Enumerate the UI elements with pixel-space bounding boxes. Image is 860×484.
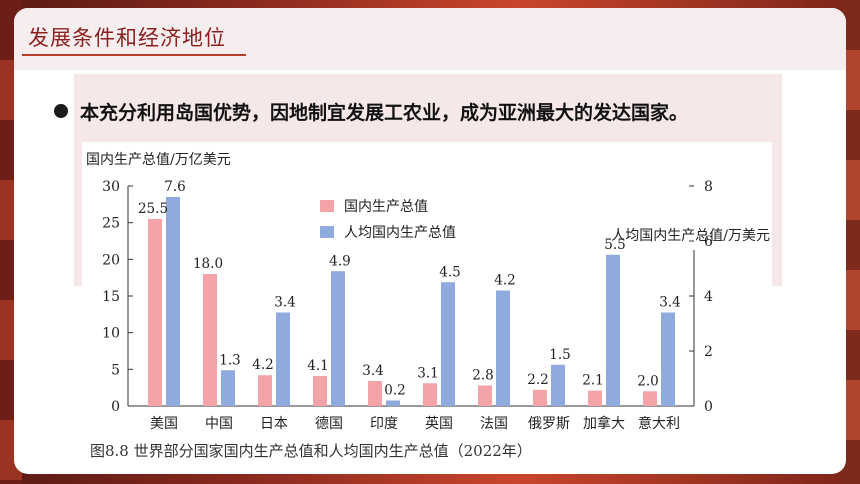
per-capita-bar: [441, 282, 455, 406]
per-capita-data-label: 0.2: [384, 383, 405, 399]
per-capita-data-label: 4.9: [329, 253, 350, 269]
per-capita-data-label: 1.3: [219, 352, 240, 368]
x-tick-label: 俄罗斯: [528, 416, 570, 432]
per-capita-data-label: 4.2: [494, 273, 515, 289]
legend-swatch-per-capita: [320, 226, 334, 238]
per-capita-data-label: 5.5: [604, 237, 625, 253]
right-axis-tick-label: 4: [704, 289, 713, 305]
x-tick-label: 美国: [150, 416, 178, 432]
gdp-data-label: 2.8: [472, 367, 493, 383]
right-axis-tick-label: 6: [704, 234, 713, 250]
right-axis-label: 人均国内生产总值/万美元: [611, 228, 770, 244]
x-tick-label: 英国: [425, 415, 453, 432]
left-axis-label: 国内生产总值/万亿美元: [86, 152, 231, 168]
gdp-data-label: 2.0: [637, 373, 658, 389]
per-capita-data-label: 3.4: [659, 295, 680, 311]
per-capita-bar: [496, 290, 510, 406]
legend-label-gdp: 国内生产总值: [344, 199, 428, 215]
right-axis-tick-label: 0: [704, 399, 713, 415]
left-axis-tick-label: 0: [111, 399, 120, 415]
gdp-bar: [148, 219, 162, 406]
right-axis-tick-label: 2: [704, 344, 713, 360]
gdp-bar: [643, 391, 657, 406]
x-tick-label: 意大利: [638, 415, 680, 432]
per-capita-bar: [386, 400, 400, 406]
slide-card: 发展条件和经济地位 本充分利用岛国优势，因地制宜发展工农业，成为亚洲最大的发达国…: [14, 8, 846, 474]
per-capita-bar: [331, 271, 345, 406]
gdp-data-label: 4.1: [307, 358, 328, 374]
per-capita-bar: [606, 254, 620, 406]
gdp-data-label: 18.0: [193, 256, 223, 272]
x-tick-label: 加拿大: [583, 415, 625, 432]
left-axis-tick-label: 25: [102, 216, 120, 232]
per-capita-bar: [661, 312, 675, 406]
legend-label-per-capita: 人均国内生产总值: [344, 225, 456, 241]
per-capita-data-label: 3.4: [274, 295, 295, 311]
legend-swatch-gdp: [320, 200, 334, 212]
x-tick-label: 法国: [480, 416, 508, 432]
gdp-bar: [368, 381, 382, 406]
gdp-bar: [588, 390, 602, 406]
per-capita-data-label: 4.5: [439, 264, 460, 280]
per-capita-data-label: 7.6: [164, 179, 185, 195]
x-tick-label: 中国: [205, 416, 233, 432]
right-axis-tick-label: 8: [704, 179, 713, 195]
left-axis-tick-label: 5: [111, 362, 120, 378]
section-title: 发展条件和经济地位: [28, 26, 226, 50]
left-axis-tick-label: 10: [102, 326, 120, 342]
left-axis-tick-label: 20: [102, 252, 120, 268]
x-tick-label: 德国: [315, 416, 343, 432]
title-underline: [22, 54, 246, 56]
gdp-data-label: 2.1: [582, 373, 603, 389]
gdp-data-label: 25.5: [138, 201, 168, 217]
gdp-data-label: 3.1: [417, 365, 438, 381]
bullet-text: 本充分利用岛国优势，因地制宜发展工农业，成为亚洲最大的发达国家。: [80, 102, 689, 124]
bullet-dot: [54, 104, 68, 118]
chart-container: 国内生产总值/万亿美元人均国内生产总值/万美元 0 5 10 15 20 25 30 0 2 4 6 8…: [82, 142, 772, 466]
gdp-bar: [478, 385, 492, 406]
gdp-bar: [313, 375, 327, 406]
gdp-bar: [258, 375, 272, 406]
left-axis-tick-label: 30: [102, 179, 120, 195]
chart-caption: 图8.8 世界部分国家国内生产总值和人均国内生产总值（2022年）: [90, 442, 532, 460]
per-capita-bar: [166, 197, 180, 406]
gdp-data-label: 2.2: [527, 372, 548, 388]
gdp-data-label: 4.2: [252, 357, 273, 373]
left-axis-tick-label: 15: [102, 289, 120, 305]
gdp-bar: [533, 389, 547, 406]
per-capita-data-label: 1.5: [549, 347, 570, 363]
header-band: [14, 8, 846, 70]
gdp-bar: [203, 274, 217, 406]
per-capita-bar: [221, 370, 235, 406]
gdp-data-label: 3.4: [362, 363, 383, 379]
x-tick-label: 印度: [370, 416, 398, 432]
x-tick-label: 日本: [260, 416, 288, 432]
per-capita-bar: [276, 312, 290, 406]
per-capita-bar: [551, 364, 565, 406]
gdp-bar: [423, 383, 437, 406]
